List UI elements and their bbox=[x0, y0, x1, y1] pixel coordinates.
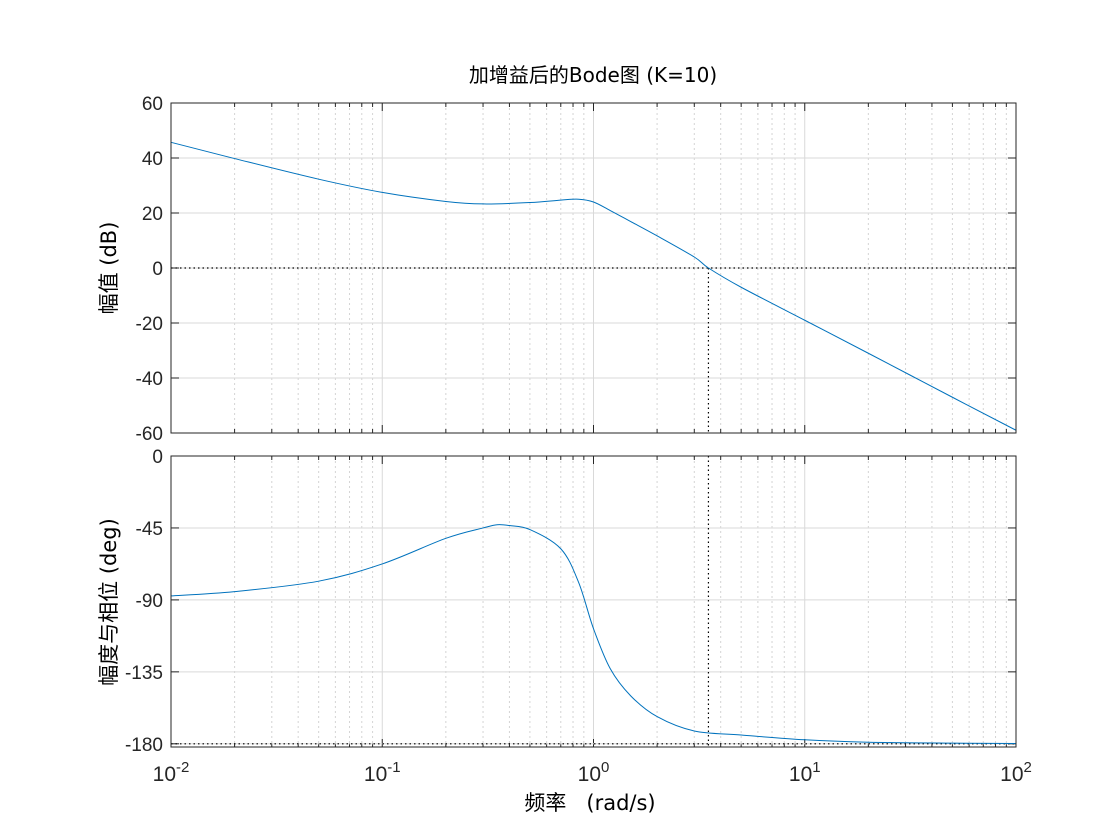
x-tick-label: 101 bbox=[789, 759, 821, 786]
y-tick-label: 20 bbox=[142, 204, 163, 225]
y-tick-label: -60 bbox=[136, 424, 163, 445]
y-tick-label: -45 bbox=[136, 519, 163, 540]
x-tick-label: 10-1 bbox=[364, 759, 401, 786]
x-tick-label: 102 bbox=[1000, 759, 1032, 786]
phase-reference-lines bbox=[171, 456, 1016, 747]
magnitude-y-axis-label: 幅值 (dB) bbox=[97, 222, 121, 315]
magnitude-y-tick-labels: 60 40 20 0 -20 -40 -60 bbox=[136, 94, 163, 445]
chart-title: 加增益后的Bode图 (K=10) bbox=[469, 63, 717, 87]
y-tick-label: 40 bbox=[142, 149, 163, 170]
x-tick-labels: 10-2 10-1 100 101 102 bbox=[153, 759, 1032, 786]
y-tick-label: 0 bbox=[152, 447, 163, 468]
phase-curve bbox=[170, 524, 1017, 744]
y-tick-label: -20 bbox=[136, 314, 163, 335]
x-tick-label: 10-2 bbox=[153, 759, 190, 786]
y-tick-label: 0 bbox=[152, 259, 163, 280]
x-tick-label: 100 bbox=[578, 759, 610, 786]
phase-y-tick-labels: 0 -45 -90 -135 -180 bbox=[125, 447, 163, 756]
y-tick-label: -90 bbox=[136, 591, 163, 612]
y-tick-label: -40 bbox=[136, 369, 163, 390]
y-tick-label: -180 bbox=[125, 735, 163, 756]
phase-y-axis-label: 幅度与相位 (deg) bbox=[97, 518, 121, 686]
y-tick-label: 60 bbox=[142, 94, 163, 115]
magnitude-axes-box bbox=[170, 102, 1017, 434]
magnitude-curve bbox=[170, 141, 1017, 431]
phase-axes: 0 -45 -90 -135 -180 10-2 10-1 100 101 102 bbox=[125, 447, 1032, 786]
magnitude-axes: 60 40 20 0 -20 -40 -60 bbox=[136, 94, 1017, 445]
y-tick-label: -135 bbox=[125, 663, 163, 684]
magnitude-reference-lines bbox=[171, 267, 1016, 433]
phase-axes-box bbox=[170, 455, 1017, 748]
x-axis-label: 频率 (rad/s) bbox=[524, 791, 655, 815]
magnitude-grid bbox=[170, 102, 1016, 434]
